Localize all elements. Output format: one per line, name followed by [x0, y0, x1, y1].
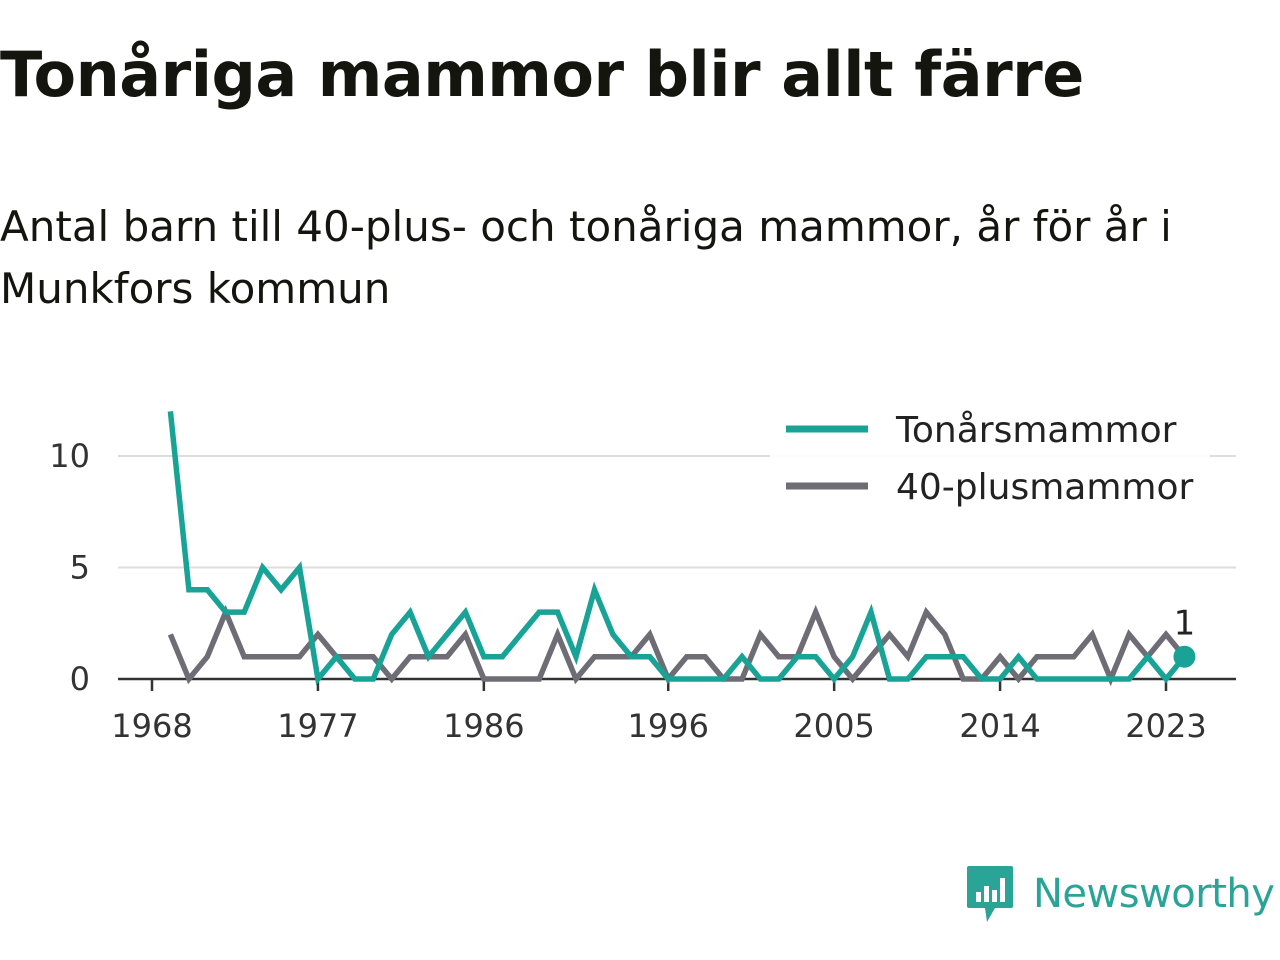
annotation-point-0: [1173, 645, 1196, 668]
series-line-40-plusmammor: [167, 604, 1187, 687]
chart-title: Tonåriga mammor blir allt färre: [0, 38, 1084, 111]
x-tick-label-1977: 1977: [277, 707, 358, 745]
brand-name: Newsworthy: [1033, 871, 1275, 917]
x-axis: 1968 1977 1986 1996 2005 2014 2023: [111, 677, 1236, 745]
line-chart: 0 5 10 1968 1977 1986 1996 2005 2014 2023 Tonårs…: [49, 404, 1236, 745]
legend-label-1: 40-plusmammor: [896, 467, 1194, 508]
annotations: 1: [1173, 604, 1196, 668]
x-tick-label-1968: 1968: [111, 707, 192, 745]
legend-label-0: Tonårsmammor: [895, 410, 1177, 451]
legend-background: [770, 404, 1210, 516]
series-line-tonarsmammor: [167, 411, 1187, 686]
x-tick-label-1986: 1986: [443, 707, 524, 745]
series-lines: [167, 411, 1187, 687]
y-tick-label-5: 5: [70, 549, 90, 587]
y-tick-label-0: 0: [70, 660, 90, 698]
brand: Newsworthy: [965, 862, 1275, 926]
x-tick-label-1996: 1996: [627, 707, 708, 745]
newsworthy-logo-icon: [967, 866, 1013, 922]
legend: Tonårsmammor 40-plusmammor: [770, 404, 1210, 516]
chart-subtitle: Antal barn till 40-plus- och tonåriga ma…: [0, 202, 1172, 313]
y-tick-label-10: 10: [49, 437, 90, 475]
x-tick-label-2014: 2014: [959, 707, 1040, 745]
x-tick-label-2023: 2023: [1125, 707, 1206, 745]
y-axis-ticks: 0 5 10: [49, 437, 90, 698]
annotation-label-0: 1: [1174, 604, 1196, 644]
x-tick-label-2005: 2005: [793, 707, 874, 745]
